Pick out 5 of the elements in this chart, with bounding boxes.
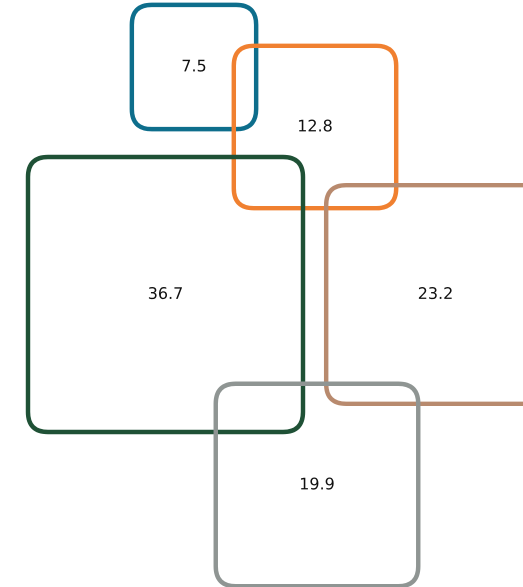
- data-label: 7.5: [182, 60, 206, 72]
- data-label: 36.7: [148, 287, 182, 300]
- data-label: 19.9: [300, 478, 334, 490]
- data-label: 12.8: [298, 120, 332, 132]
- data-label: 23.2: [418, 287, 452, 300]
